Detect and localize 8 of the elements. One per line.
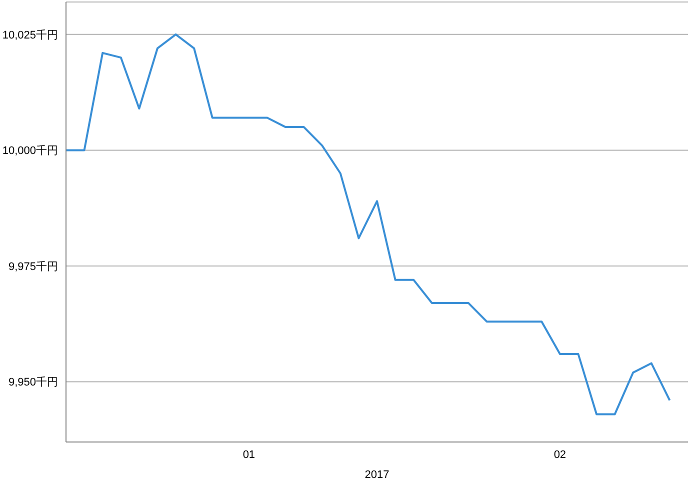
x-tick-label: 01 xyxy=(242,448,256,461)
x-axis-title: 2017 xyxy=(364,469,390,481)
y-tick-label: 9,975千円 xyxy=(8,260,58,273)
y-tick-label: 10,000千円 xyxy=(2,144,58,158)
y-tick-label: 9,950千円 xyxy=(8,376,58,389)
line-series xyxy=(66,33,671,416)
x-tick-label: 02 xyxy=(554,448,566,461)
y-tick-label: 10,025千円 xyxy=(2,28,58,42)
